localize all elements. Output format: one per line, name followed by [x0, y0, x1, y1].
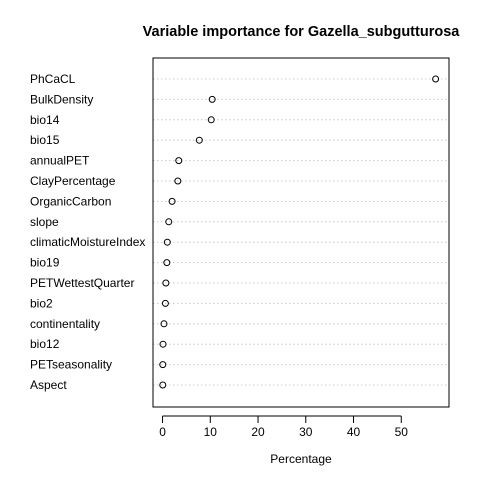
variable-label: continentality	[30, 317, 100, 331]
data-point	[159, 340, 167, 348]
variable-label: PETWettestQuarter	[30, 276, 134, 290]
data-point	[163, 259, 171, 267]
data-point	[159, 361, 167, 369]
variable-label: bio2	[30, 296, 53, 310]
x-tick-label: 50	[395, 425, 409, 439]
data-point	[195, 136, 203, 144]
x-tick-label: 40	[347, 425, 361, 439]
x-tick-label: 0	[159, 425, 166, 439]
variable-label: Aspect	[30, 378, 67, 392]
data-point	[208, 95, 216, 103]
chart-title: Variable importance for Gazella_subguttu…	[143, 24, 461, 40]
variable-label: bio15	[30, 133, 60, 147]
x-tick-label: 30	[299, 425, 313, 439]
variable-label: annualPET	[30, 154, 90, 168]
variable-labels: PhCaCL BulkDensity bio14 bio15 annualPET Clay…	[30, 72, 145, 392]
plot-frame	[152, 57, 450, 408]
variable-label: OrganicCarbon	[30, 194, 111, 208]
data-point	[207, 116, 215, 124]
data-point	[159, 381, 167, 389]
variable-label: BulkDensity	[30, 92, 93, 106]
variable-label: ClayPercentage	[30, 174, 116, 188]
data-points	[159, 75, 440, 389]
variable-label: PETseasonality	[30, 358, 112, 372]
variable-label: slope	[30, 215, 59, 229]
data-point	[161, 299, 169, 307]
x-axis: 0 10 20 30 40 50	[159, 415, 409, 439]
variable-label: bio12	[30, 337, 60, 351]
variable-label: climaticMoistureIndex	[30, 235, 145, 249]
data-point	[175, 157, 183, 165]
x-tick-label: 10	[204, 425, 218, 439]
variable-label: bio19	[30, 256, 60, 270]
x-axis-label: Percentage	[270, 452, 332, 466]
data-point	[160, 320, 168, 328]
x-tick-label: 20	[251, 425, 265, 439]
data-point	[165, 218, 173, 226]
data-point	[163, 238, 171, 246]
variable-label: bio14	[30, 113, 60, 127]
data-point	[168, 197, 176, 205]
guide-lines	[153, 78, 449, 386]
data-point	[174, 177, 182, 185]
data-point	[432, 75, 440, 83]
data-point	[162, 279, 170, 287]
variable-label: PhCaCL	[30, 72, 76, 86]
